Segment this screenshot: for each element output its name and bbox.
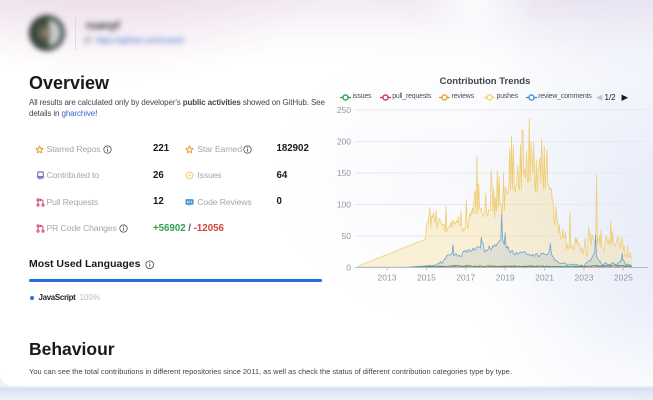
- svg-text:200: 200: [337, 136, 351, 146]
- svg-text:150: 150: [337, 168, 351, 178]
- svg-text:2021: 2021: [535, 273, 554, 283]
- svg-text:2017: 2017: [456, 273, 475, 283]
- svg-text:250: 250: [337, 105, 351, 115]
- svg-text:2013: 2013: [378, 273, 397, 283]
- svg-text:100: 100: [337, 199, 351, 209]
- svg-text:2025: 2025: [614, 273, 633, 283]
- svg-text:2023: 2023: [575, 273, 594, 283]
- svg-text:2019: 2019: [496, 273, 515, 283]
- svg-text:0: 0: [346, 262, 351, 272]
- svg-text:2015: 2015: [417, 273, 436, 283]
- svg-text:50: 50: [342, 231, 352, 241]
